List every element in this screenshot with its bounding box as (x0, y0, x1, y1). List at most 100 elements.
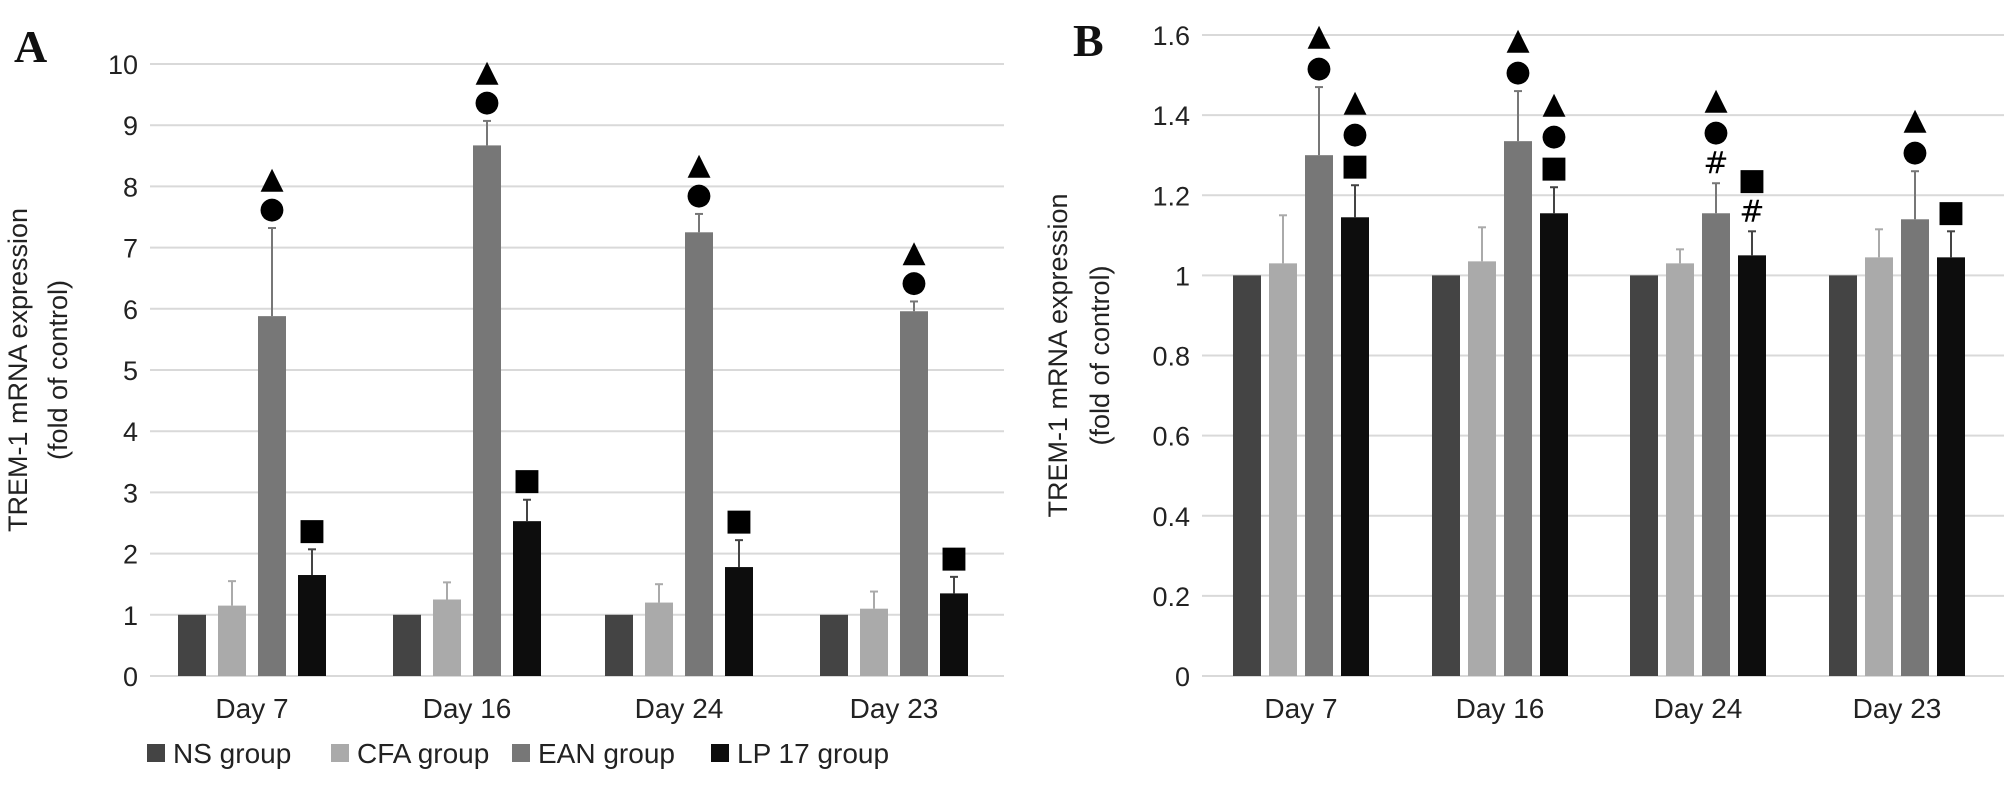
y-tick-label: 4 (123, 417, 138, 447)
legend-swatch (331, 744, 349, 762)
bar (1540, 213, 1568, 676)
y-axis-subtitle: (fold of control) (43, 280, 73, 460)
significance-marker: ■ (1341, 148, 1369, 183)
significance-marker: ■ (1738, 162, 1766, 197)
bar (1233, 275, 1261, 676)
y-tick-label: 1.4 (1152, 101, 1190, 131)
significance-marker: ■ (940, 540, 968, 575)
significance-marker: ▲ (1903, 102, 1926, 137)
bar (258, 316, 286, 676)
significance-marker: # (1703, 146, 1728, 181)
bar (1305, 155, 1333, 676)
y-tick-label: 3 (123, 478, 138, 508)
significance-marker: ■ (513, 463, 541, 498)
y-axis-title: TREM-1 mRNA expression (3, 208, 33, 532)
legend-label: EAN group (538, 738, 675, 769)
legend-label: NS group (173, 738, 291, 769)
bar (473, 145, 501, 676)
x-tick-label: Day 24 (1654, 693, 1743, 724)
legend-swatch (711, 744, 729, 762)
significance-marker: ▲ (475, 54, 498, 89)
y-tick-label: 9 (123, 111, 138, 141)
y-tick-label: 0 (1175, 662, 1190, 692)
bar (860, 608, 888, 676)
bar (1269, 263, 1297, 676)
significance-marker: ■ (1937, 194, 1965, 229)
bar (433, 599, 461, 676)
significance-marker: ● (474, 84, 500, 119)
bar (1468, 261, 1496, 676)
bar (393, 614, 421, 676)
bar (685, 232, 713, 677)
significance-marker: ● (1306, 50, 1332, 85)
bar (605, 614, 633, 676)
x-tick-label: Day 7 (215, 693, 288, 724)
y-tick-label: 10 (108, 50, 138, 80)
y-tick-label: 1 (123, 601, 138, 631)
significance-marker: # (1739, 194, 1764, 229)
bar (1829, 275, 1857, 676)
significance-marker: ▲ (1506, 22, 1529, 57)
bar (178, 614, 206, 676)
y-tick-label: 0 (123, 662, 138, 692)
y-tick-label: 1 (1175, 261, 1190, 291)
legend-swatch (147, 744, 165, 762)
bar (1630, 275, 1658, 676)
chart-panel-b: 0 0.2 0.4 0.6 0.8 1 1.2 1.4 1.6 TREM-1 mRNA expre… (1043, 15, 2004, 724)
significance-marker: ■ (298, 512, 326, 547)
y-tick-label: 6 (123, 295, 138, 325)
y-tick-label: 1.2 (1152, 181, 1190, 211)
significance-marker: ▲ (1343, 84, 1366, 119)
panel-label: A (14, 21, 47, 72)
y-axis-subtitle: (fold of control) (1085, 265, 1115, 445)
bar (1702, 213, 1730, 676)
bar (1865, 257, 1893, 676)
bar (820, 614, 848, 676)
x-tick-label: Day 16 (1456, 693, 1545, 724)
bar (1432, 275, 1460, 676)
x-tick-label: Day 16 (423, 693, 512, 724)
bar (513, 521, 541, 676)
y-tick-label: 0.6 (1152, 422, 1190, 452)
bar (298, 575, 326, 676)
x-tick-label: Day 23 (850, 693, 939, 724)
bar (645, 602, 673, 676)
y-tick-label: 1.6 (1152, 21, 1190, 51)
legend-label: LP 17 group (737, 738, 889, 769)
significance-marker: ● (1541, 118, 1567, 153)
significance-marker: ▲ (902, 234, 925, 269)
significance-marker: ■ (1540, 150, 1568, 185)
bar (218, 605, 246, 676)
y-tick-label: 8 (123, 172, 138, 202)
legend-label: CFA group (357, 738, 489, 769)
bar (1666, 263, 1694, 676)
chart-panel-a: 0 1 2 3 4 5 6 7 8 9 10 TREM-1 mRNA expression (fold … (3, 21, 1004, 769)
y-tick-label: 7 (123, 234, 138, 264)
y-axis-title: TREM-1 mRNA expression (1043, 193, 1073, 517)
legend-swatch (512, 744, 530, 762)
y-tick-label: 0.8 (1152, 342, 1190, 372)
bar (1937, 257, 1965, 676)
y-tick-label: 2 (123, 540, 138, 570)
significance-marker: ● (1342, 116, 1368, 151)
x-tick-label: Day 23 (1853, 693, 1942, 724)
bar (1504, 141, 1532, 676)
significance-marker: ● (259, 191, 285, 226)
significance-marker: ● (1703, 114, 1729, 149)
panel-label: B (1073, 15, 1104, 66)
bar (900, 311, 928, 676)
significance-marker: ● (901, 264, 927, 299)
y-tick-label: 0.2 (1152, 582, 1190, 612)
significance-marker: ● (686, 177, 712, 212)
bar (1738, 255, 1766, 676)
x-tick-label: Day 7 (1264, 693, 1337, 724)
significance-marker: ▲ (1542, 86, 1565, 121)
significance-marker: ▲ (260, 161, 283, 196)
y-tick-label: 0.4 (1152, 502, 1190, 532)
bar (725, 567, 753, 676)
significance-marker: ▲ (687, 147, 710, 182)
bar (1901, 219, 1929, 676)
bar (940, 593, 968, 676)
legend: NS group CFA group EAN group LP 17 group (147, 738, 889, 769)
